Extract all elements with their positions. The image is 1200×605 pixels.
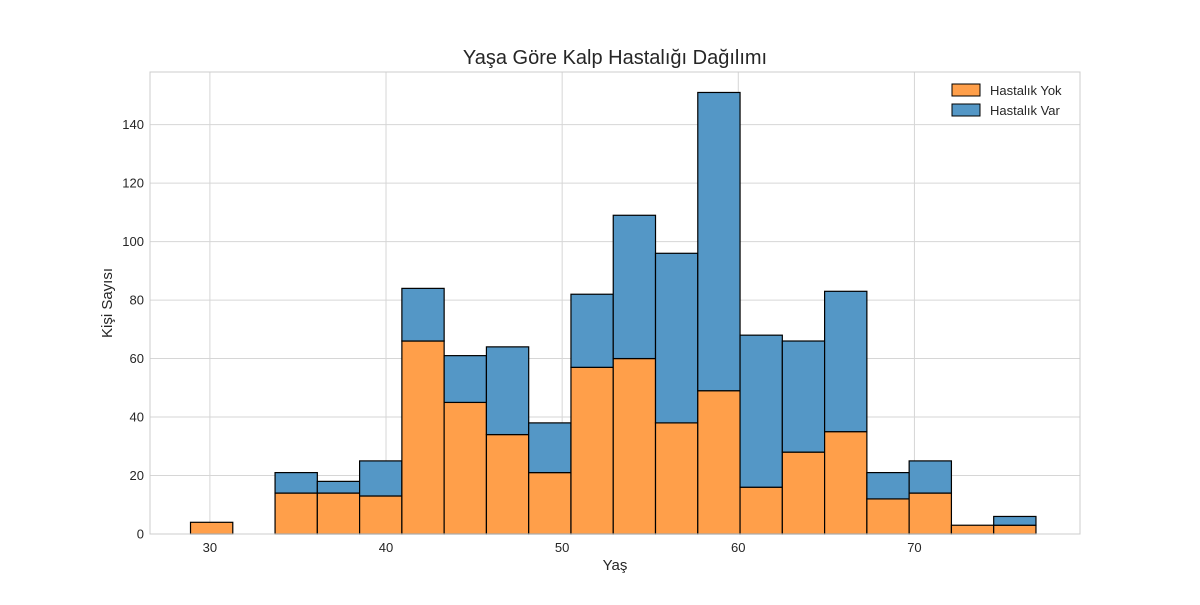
bar-hastalik-yok [739,486,783,535]
bars [189,91,1037,535]
y-tick-label: 60 [130,351,144,366]
bar-hastalik-var [570,293,614,368]
bar-hastalik-yok [189,521,234,535]
bar-hastalik-var [908,460,953,494]
bar-hastalik-yok [908,492,953,535]
bar-hastalik-var [781,340,826,453]
x-tick-label: 40 [379,540,393,555]
bar-hastalik-var [824,290,868,433]
bar-hastalik-var [443,355,488,404]
bar-hastalik-var [993,515,1037,526]
y-axis-label: Kişi Sayısı [99,268,116,338]
x-tick-label: 60 [731,540,745,555]
y-tick-label: 100 [122,234,144,249]
bar-hastalik-yok [781,451,826,535]
y-tick-label: 0 [137,527,144,542]
legend-label-hastalik-yok: Hastalık Yok [990,83,1062,98]
bar-hastalik-yok [443,401,488,535]
x-axis-label: Yaş [603,557,628,574]
tick-labels: 30 40 50 60 70 0 20 40 60 80 100 120 140 [122,117,921,555]
bar-hastalik-var [359,460,403,497]
bar-hastalik-var [274,471,318,494]
bar-hastalik-var [401,287,445,342]
legend-label-hastalik-var: Hastalık Var [990,103,1061,118]
bar-hastalik-var [654,252,699,424]
bar-hastalik-var [528,422,572,474]
bar-hastalik-var [485,346,530,436]
x-tick-label: 30 [203,540,217,555]
bar-hastalik-yok [570,366,614,535]
bar-hastalik-yok [612,357,657,535]
x-tick-label: 50 [555,540,569,555]
y-tick-label: 40 [130,410,144,425]
y-tick-label: 120 [122,176,144,191]
bar-hastalik-yok [316,492,361,535]
legend-swatch-hastalik-var [951,103,981,117]
plot-frame [149,71,1081,535]
bar-hastalik-var [739,334,783,488]
y-tick-label: 80 [130,293,144,308]
bar-hastalik-yok [866,498,910,535]
bar-hastalik-var [697,91,741,392]
bar-hastalik-var [866,471,910,500]
bar-hastalik-yok [485,433,530,535]
bar-hastalik-yok [528,471,572,535]
legend-swatch-hastalik-yok [951,83,981,97]
bar-hastalik-yok [993,524,1037,535]
bar-hastalik-yok [654,422,699,535]
x-tick-label: 70 [907,540,921,555]
bar-hastalik-var [316,480,361,494]
bar-hastalik-yok [359,495,403,535]
bar-hastalik-yok [950,524,995,535]
chart-title: Yaşa Göre Kalp Hastalığı Dağılımı [463,47,767,69]
bar-hastalik-yok [697,390,741,535]
y-tick-label: 20 [130,468,144,483]
bar-hastalik-yok [824,431,868,535]
bar-hastalik-yok [274,492,318,535]
bar-hastalik-yok [401,340,445,535]
y-tick-label: 140 [122,117,144,132]
legend: Hastalık Yok Hastalık Var [951,83,1062,118]
bar-hastalik-var [612,214,657,360]
